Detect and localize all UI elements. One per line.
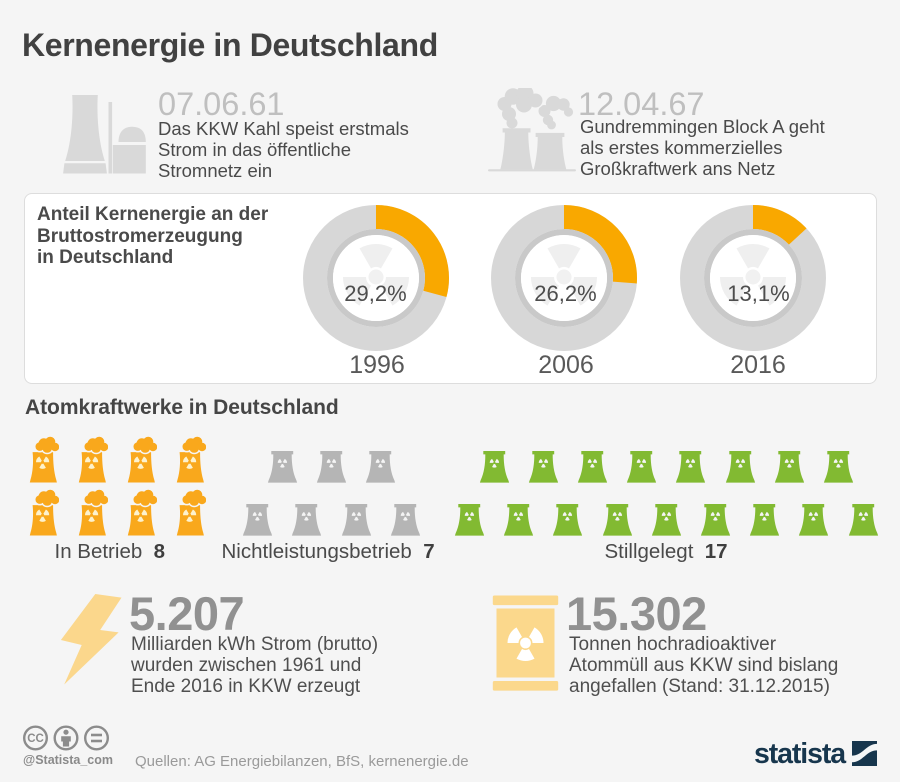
svg-text:CC: CC bbox=[27, 733, 44, 745]
